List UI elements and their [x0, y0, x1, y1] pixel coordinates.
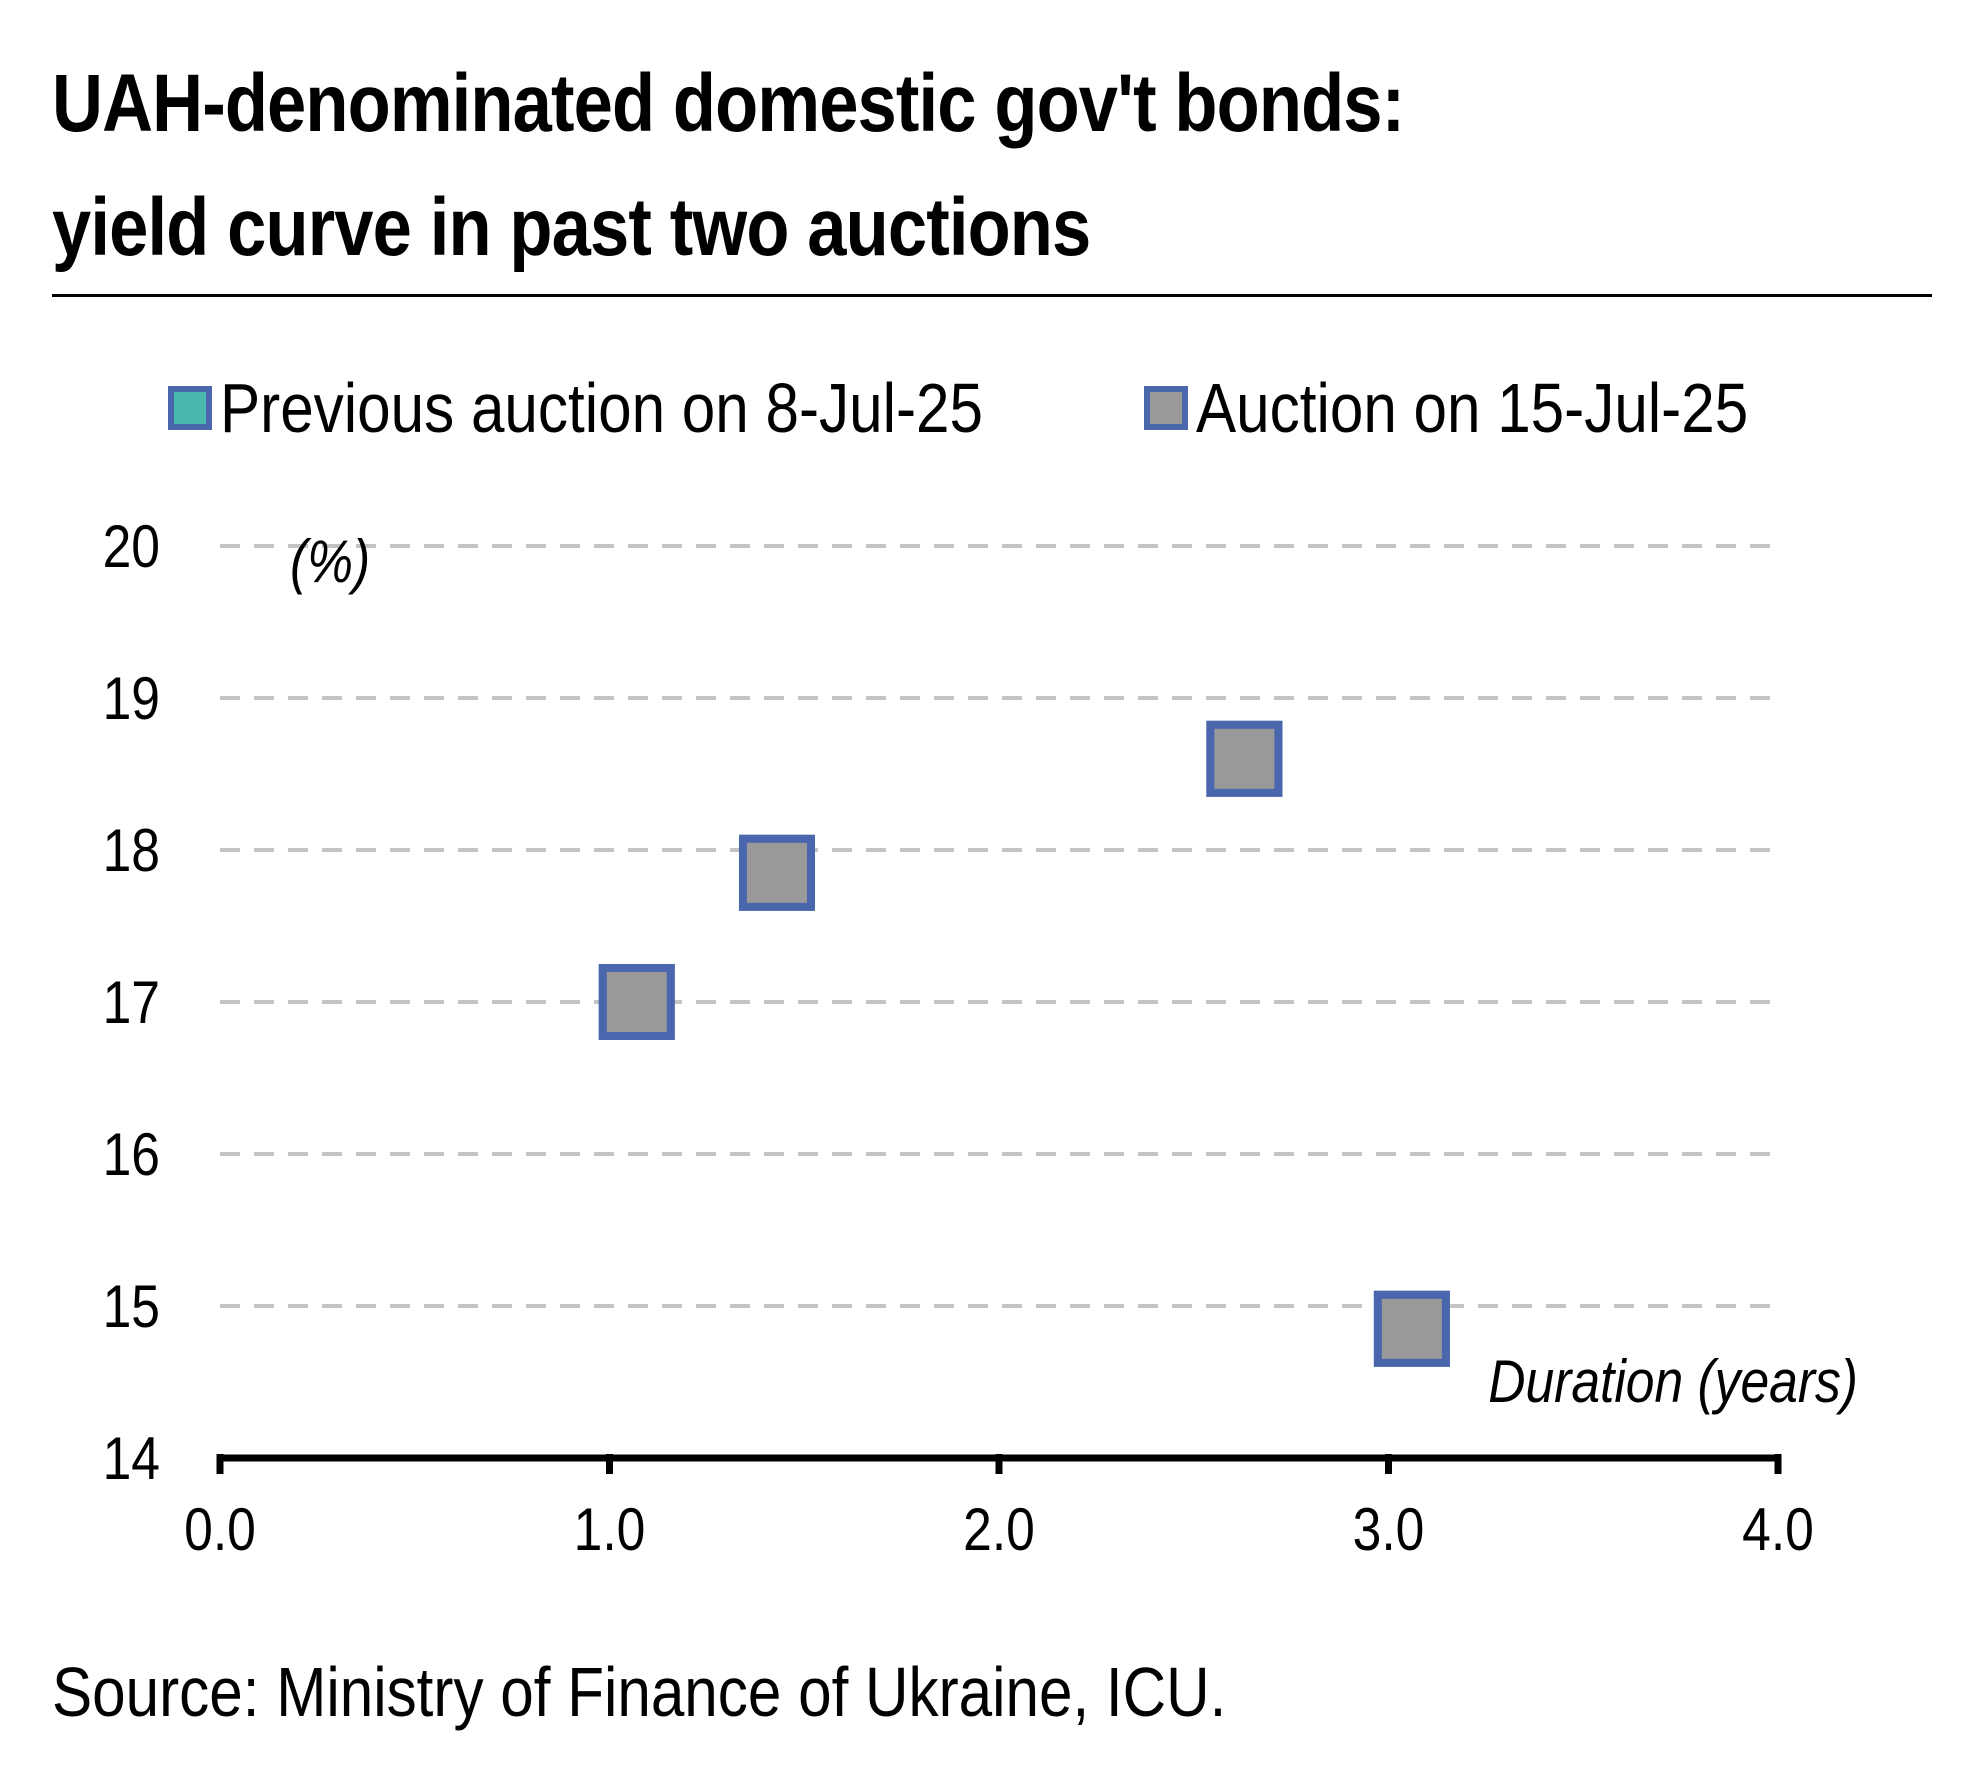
y-tick-label-20: 20	[103, 512, 160, 580]
chart-legend: Previous auction on 8-Jul-25 Auction on …	[0, 368, 1962, 448]
title-divider	[52, 294, 1932, 297]
marker-series-2-point-1	[598, 964, 675, 1040]
chart-title: UAH-denominated domestic gov't bonds: yi…	[52, 42, 1669, 290]
legend-item-previous-auction: Previous auction on 8-Jul-25	[168, 368, 1107, 448]
legend-label-current-auction: Auction on 15-Jul-25	[1196, 369, 1749, 447]
x-tick-label-3.0: 3.0	[1353, 1495, 1425, 1563]
x-axis-label: Duration (years)	[1488, 1347, 1858, 1415]
legend-swatch-current-auction	[1144, 386, 1188, 430]
chart-subtitle: yield curve in past two auctions	[52, 182, 1091, 273]
y-tick-label-15: 15	[103, 1272, 160, 1340]
x-tick-label-0.0: 0.0	[184, 1495, 256, 1563]
x-tick-label-2.0: 2.0	[963, 1495, 1035, 1563]
legend-swatch-previous-auction	[168, 386, 212, 430]
marker-series-2-point-2	[738, 834, 815, 911]
y-axis-label: (%)	[290, 527, 370, 595]
x-tick-label-1.0: 1.0	[574, 1495, 646, 1563]
marker-series-2-point-3	[1206, 720, 1283, 797]
marker-series-2-point-4	[1373, 1290, 1450, 1367]
y-tick-label-19: 19	[103, 664, 160, 732]
x-tick-label-4.0: 4.0	[1742, 1495, 1814, 1563]
y-tick-label-16: 16	[103, 1120, 160, 1188]
scatter-plot: 14 15 16 17 18 19 20 0.0 1.0 2.0 3.0 4.0 (%) Duration…	[103, 512, 1858, 1563]
y-tick-label-14: 14	[103, 1424, 160, 1492]
y-tick-label-18: 18	[103, 816, 160, 884]
legend-item-current-auction: Auction on 15-Jul-25	[1144, 368, 1838, 448]
chart-title-line-1: UAH-denominated domestic gov't bonds:	[52, 58, 1405, 149]
y-tick-label-17: 17	[103, 968, 160, 1036]
legend-label-previous-auction: Previous auction on 8-Jul-25	[220, 369, 983, 447]
source-note: Source: Ministry of Finance of Ukraine, …	[52, 1653, 1227, 1731]
